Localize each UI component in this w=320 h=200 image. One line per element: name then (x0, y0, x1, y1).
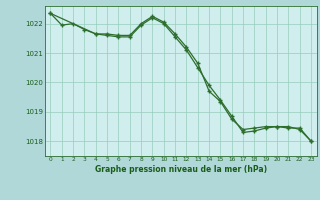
X-axis label: Graphe pression niveau de la mer (hPa): Graphe pression niveau de la mer (hPa) (95, 165, 267, 174)
